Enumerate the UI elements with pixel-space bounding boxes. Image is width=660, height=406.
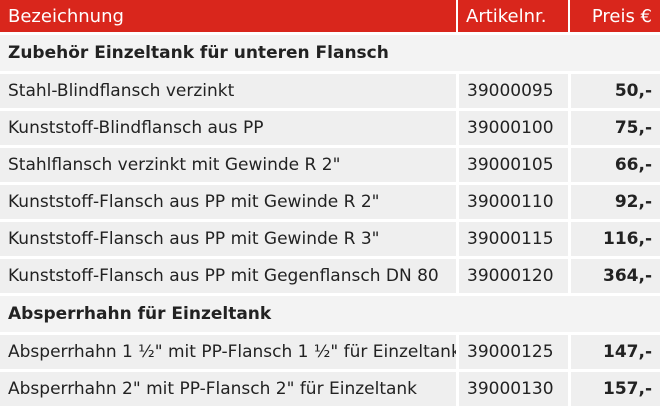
product-name: Kunststoff-Flansch aus PP mit Gegenflans… <box>0 256 456 293</box>
article-number: 39000110 <box>456 182 568 219</box>
table-row: Absperrhahn 1 ½" mit PP-Flansch 1 ½" für… <box>0 332 660 369</box>
table-row: Kunststoff-Flansch aus PP mit Gegenflans… <box>0 256 660 293</box>
table-row: Kunststoff-Flansch aus PP mit Gewinde R … <box>0 219 660 256</box>
price: 147,- <box>568 332 660 369</box>
section-title: Zubehör Einzeltank für unteren Flansch <box>0 32 660 71</box>
column-header-bezeichnung[interactable]: Bezeichnung <box>0 0 456 32</box>
price: 364,- <box>568 256 660 293</box>
article-number: 39000120 <box>456 256 568 293</box>
price: 75,- <box>568 108 660 145</box>
section-row: Absperrhahn für Einzeltank <box>0 293 660 332</box>
price: 92,- <box>568 182 660 219</box>
price: 116,- <box>568 219 660 256</box>
article-number: 39000100 <box>456 108 568 145</box>
table-row: Absperrhahn 2" mit PP-Flansch 2" für Ein… <box>0 369 660 406</box>
column-header-preis[interactable]: Preis € <box>568 0 660 32</box>
price: 157,- <box>568 369 660 406</box>
article-number: 39000130 <box>456 369 568 406</box>
product-name: Absperrhahn 2" mit PP-Flansch 2" für Ein… <box>0 369 456 406</box>
table-row: Stahlflansch verzinkt mit Gewinde R 2" 3… <box>0 145 660 182</box>
table-row: Stahl-Blindflansch verzinkt 39000095 50,… <box>0 71 660 108</box>
column-header-artikelnr[interactable]: Artikelnr. <box>456 0 568 32</box>
product-name: Absperrhahn 1 ½" mit PP-Flansch 1 ½" für… <box>0 332 456 369</box>
section-title: Absperrhahn für Einzeltank <box>0 293 660 332</box>
article-number: 39000115 <box>456 219 568 256</box>
table-row: Kunststoff-Flansch aus PP mit Gewinde R … <box>0 182 660 219</box>
product-name: Stahlflansch verzinkt mit Gewinde R 2" <box>0 145 456 182</box>
product-name: Stahl-Blindflansch verzinkt <box>0 71 456 108</box>
table-header-row: Bezeichnung Artikelnr. Preis € <box>0 0 660 32</box>
section-row: Zubehör Einzeltank für unteren Flansch <box>0 32 660 71</box>
price: 66,- <box>568 145 660 182</box>
product-name: Kunststoff-Flansch aus PP mit Gewinde R … <box>0 219 456 256</box>
product-name: Kunststoff-Flansch aus PP mit Gewinde R … <box>0 182 456 219</box>
price: 50,- <box>568 71 660 108</box>
article-number: 39000125 <box>456 332 568 369</box>
table-row: Kunststoff-Blindflansch aus PP 39000100 … <box>0 108 660 145</box>
product-name: Kunststoff-Blindflansch aus PP <box>0 108 456 145</box>
article-number: 39000095 <box>456 71 568 108</box>
article-number: 39000105 <box>456 145 568 182</box>
